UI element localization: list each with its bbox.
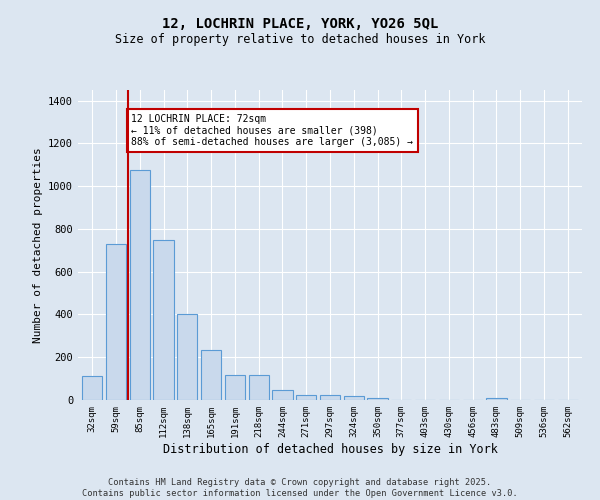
Text: Contains HM Land Registry data © Crown copyright and database right 2025.
Contai: Contains HM Land Registry data © Crown c… bbox=[82, 478, 518, 498]
Bar bbox=[130, 170, 150, 400]
Bar bbox=[225, 376, 245, 400]
Bar bbox=[344, 396, 364, 400]
Bar bbox=[320, 394, 340, 400]
Bar bbox=[201, 350, 221, 400]
Y-axis label: Number of detached properties: Number of detached properties bbox=[32, 147, 43, 343]
Bar bbox=[177, 314, 197, 400]
Text: 12 LOCHRIN PLACE: 72sqm
← 11% of detached houses are smaller (398)
88% of semi-d: 12 LOCHRIN PLACE: 72sqm ← 11% of detache… bbox=[131, 114, 413, 146]
Text: 12, LOCHRIN PLACE, YORK, YO26 5QL: 12, LOCHRIN PLACE, YORK, YO26 5QL bbox=[162, 18, 438, 32]
Bar bbox=[154, 240, 173, 400]
Bar bbox=[367, 398, 388, 400]
Bar bbox=[272, 390, 293, 400]
Bar bbox=[296, 394, 316, 400]
Bar bbox=[106, 244, 126, 400]
X-axis label: Distribution of detached houses by size in York: Distribution of detached houses by size … bbox=[163, 442, 497, 456]
Bar bbox=[82, 376, 103, 400]
Bar bbox=[487, 398, 506, 400]
Text: Size of property relative to detached houses in York: Size of property relative to detached ho… bbox=[115, 32, 485, 46]
Bar bbox=[248, 376, 269, 400]
